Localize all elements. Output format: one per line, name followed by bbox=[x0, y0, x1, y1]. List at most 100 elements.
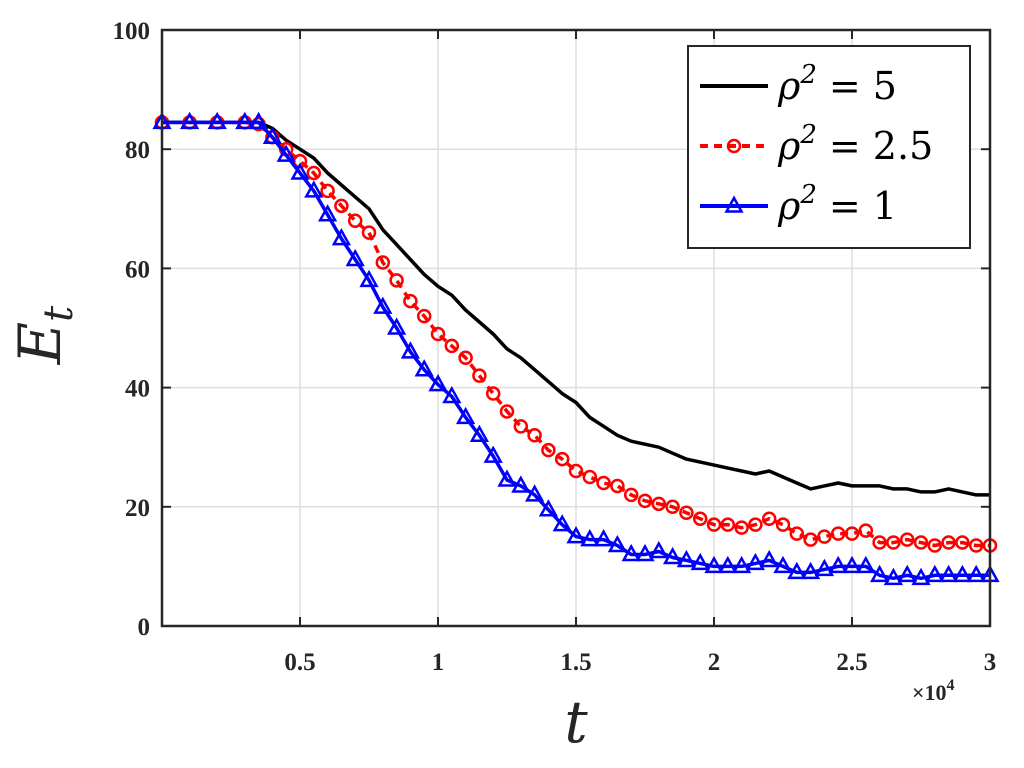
data-point bbox=[803, 532, 818, 547]
data-point bbox=[899, 532, 915, 547]
y-tick-label: 0 bbox=[138, 614, 151, 641]
data-point bbox=[485, 386, 501, 401]
data-point bbox=[207, 111, 227, 130]
x-axis-label: t bbox=[564, 688, 588, 756]
data-point bbox=[872, 535, 887, 550]
data-point bbox=[869, 564, 890, 583]
data-point bbox=[334, 198, 349, 214]
data-point bbox=[610, 478, 625, 494]
data-point bbox=[361, 225, 377, 240]
data-point bbox=[442, 385, 462, 404]
data-point bbox=[345, 248, 365, 267]
x-tick-label: 2.5 bbox=[836, 649, 867, 676]
data-point bbox=[775, 517, 791, 532]
data-point bbox=[458, 350, 473, 366]
data-point bbox=[897, 564, 917, 583]
data-point bbox=[304, 180, 324, 198]
data-point bbox=[290, 162, 310, 180]
data-point bbox=[761, 511, 777, 526]
y-tick-label: 40 bbox=[125, 376, 150, 403]
y-axis-label-main: E bbox=[6, 322, 74, 365]
data-point bbox=[814, 558, 835, 577]
data-point bbox=[497, 469, 517, 487]
data-point bbox=[720, 517, 736, 532]
data-point bbox=[789, 526, 805, 541]
data-point bbox=[830, 526, 846, 541]
data-point bbox=[842, 555, 862, 574]
x-axis-multiplier: ×104 bbox=[912, 677, 955, 705]
data-point bbox=[913, 535, 929, 550]
data-point bbox=[483, 445, 503, 463]
data-point bbox=[637, 493, 653, 509]
data-point bbox=[734, 520, 749, 535]
data-point bbox=[566, 526, 586, 544]
data-point bbox=[248, 111, 269, 130]
y-axis-label: Et bbox=[6, 305, 82, 365]
data-point bbox=[886, 535, 901, 550]
x-tick-label: 0.5 bbox=[284, 649, 315, 676]
data-point bbox=[499, 404, 515, 419]
data-point bbox=[513, 419, 529, 434]
data-point bbox=[651, 496, 667, 512]
data-point bbox=[817, 529, 832, 544]
data-point bbox=[593, 529, 614, 547]
data-point bbox=[800, 561, 821, 580]
x-tick-label: 3 bbox=[984, 649, 997, 676]
data-point bbox=[844, 526, 860, 541]
data-point bbox=[235, 111, 255, 130]
data-point bbox=[690, 552, 710, 571]
data-point bbox=[276, 144, 296, 162]
data-point bbox=[718, 555, 738, 574]
data-point bbox=[623, 487, 639, 503]
data-point bbox=[444, 338, 460, 354]
data-point bbox=[607, 534, 628, 553]
data-point bbox=[925, 564, 945, 583]
data-point bbox=[511, 475, 531, 493]
data-point bbox=[927, 538, 943, 553]
data-point bbox=[403, 293, 418, 309]
ticks bbox=[162, 29, 991, 627]
data-point bbox=[704, 555, 724, 574]
data-point bbox=[373, 296, 393, 314]
legend-entry-1: ρ2 = 5 bbox=[777, 60, 897, 108]
data-point bbox=[858, 523, 874, 538]
data-point bbox=[554, 451, 570, 467]
series-layer bbox=[152, 111, 1000, 586]
data-point bbox=[706, 517, 722, 532]
data-point bbox=[306, 165, 322, 181]
data-point bbox=[347, 213, 363, 228]
data-point bbox=[856, 555, 876, 574]
data-point bbox=[414, 359, 434, 377]
data-point bbox=[552, 514, 572, 532]
data-point bbox=[731, 555, 752, 574]
data-point bbox=[386, 317, 407, 335]
data-point bbox=[469, 424, 490, 443]
y-axis-label-subscript: t bbox=[36, 305, 82, 322]
data-point bbox=[635, 543, 655, 562]
x-axis-multiplier-base: ×10 bbox=[912, 680, 947, 705]
data-point bbox=[938, 564, 959, 583]
data-point bbox=[541, 442, 556, 458]
y-tick-label: 80 bbox=[125, 137, 150, 164]
data-point bbox=[968, 538, 984, 553]
data-point bbox=[527, 428, 542, 443]
y-tick-label: 60 bbox=[125, 256, 150, 283]
data-point bbox=[692, 511, 708, 526]
data-point bbox=[389, 273, 404, 288]
x-tick-label: 2 bbox=[708, 649, 721, 676]
x-tick-label: 1.5 bbox=[560, 649, 591, 676]
data-point bbox=[745, 552, 766, 571]
data-point bbox=[649, 540, 669, 559]
data-point bbox=[662, 546, 683, 565]
data-point bbox=[262, 126, 283, 145]
data-point bbox=[941, 535, 956, 550]
data-point bbox=[375, 255, 391, 270]
data-point bbox=[596, 475, 611, 491]
data-point bbox=[911, 567, 931, 586]
legend-entry-2: ρ2 = 2.5 bbox=[777, 120, 933, 168]
data-point bbox=[430, 326, 446, 342]
data-point bbox=[580, 529, 600, 547]
data-point bbox=[748, 517, 763, 532]
data-point bbox=[759, 549, 779, 568]
